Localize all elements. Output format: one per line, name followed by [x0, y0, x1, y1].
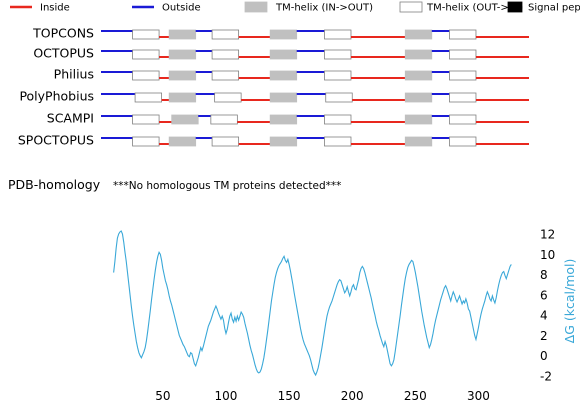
track-polyphobius-segment-12-tm-helix	[404, 92, 433, 103]
y-tick-6: 6	[540, 288, 548, 302]
pdb-homology-message: ***No homologous TM proteins detected***	[113, 180, 341, 192]
delta-g-axis-label: ΔG (kcal/mol)	[562, 259, 577, 344]
track-polyphobius-segment-6-tm-helix	[214, 92, 242, 103]
x-tick-300: 300	[467, 389, 490, 403]
track-label-octopus: OCTOPUS	[33, 46, 94, 61]
track-octopus-segment-8-tm-helix	[269, 49, 298, 60]
delta-g-axes: -2 0 2 4 6 8 10 12 50 100 150 200 250 300	[155, 228, 555, 404]
track-spoctopus-segment-6-tm-helix	[211, 136, 240, 147]
legend-swatch-tm-helix-out-in	[399, 1, 423, 13]
track-scampi-segment-14-tm-helix	[449, 114, 477, 125]
track-philius-segment-10-tm-helix	[324, 70, 352, 81]
track-philius-segment-14-tm-helix	[449, 70, 477, 81]
y-tick-0: 0	[540, 349, 548, 363]
track-topcons-segment-10-tm-helix	[324, 29, 352, 40]
track-topcons-segment-14-tm-helix	[449, 29, 477, 40]
track-topcons-segment-12-tm-helix	[404, 29, 433, 40]
y-tick-10: 10	[540, 248, 555, 262]
legend-swatch-tm-helix-in-out	[244, 1, 268, 13]
track-label-polyphobius: PolyPhobius	[19, 89, 94, 104]
track-octopus-segment-4-tm-helix	[168, 49, 197, 60]
track-topcons-segment-4-tm-helix	[168, 29, 197, 40]
legend-label-inside: Inside	[40, 3, 70, 14]
track-philius-segment-12-tm-helix	[404, 70, 433, 81]
track-polyphobius-segment-4-tm-helix	[168, 92, 197, 103]
track-philius-segment-4-tm-helix	[168, 70, 197, 81]
track-label-philius: Philius	[54, 67, 94, 82]
track-scampi-segment-12-tm-helix	[404, 114, 433, 125]
legend-label-outside: Outside	[162, 3, 201, 14]
x-tick-250: 250	[404, 389, 427, 403]
track-scampi-segment-8-tm-helix	[269, 114, 298, 125]
track-spoctopus-segment-12-tm-helix	[404, 136, 433, 147]
legend-swatch-signal-peptide	[507, 1, 523, 13]
track-polyphobius-segment-10-tm-helix	[325, 92, 353, 103]
track-philius-segment-6-tm-helix	[211, 70, 240, 81]
track-octopus-segment-14-tm-helix	[449, 49, 477, 60]
track-topcons-segment-6-tm-helix	[211, 29, 240, 40]
track-spoctopus-segment-10-tm-helix	[324, 136, 352, 147]
delta-g-series-line	[113, 230, 512, 377]
track-octopus-segment-12-tm-helix	[404, 49, 433, 60]
topology-tracks: TOPCONS OCTOPUS Philius PolyPhobius SCAMPI SP…	[18, 26, 529, 148]
track-philius-segment-2-tm-helix	[132, 70, 160, 81]
legend-label-tm-helix-in-out: TM-helix (IN->OUT)	[275, 3, 373, 14]
track-polyphobius-segment-8-tm-helix	[269, 92, 298, 103]
track-octopus-segment-6-tm-helix	[211, 49, 240, 60]
x-tick-200: 200	[341, 389, 364, 403]
y-tick--2: -2	[540, 370, 552, 384]
y-tick-12: 12	[540, 228, 555, 242]
track-label-spoctopus: SPOCTOPUS	[18, 133, 94, 148]
track-label-scampi: SCAMPI	[47, 111, 94, 126]
track-scampi-segment-4-tm-helix	[171, 114, 199, 125]
track-philius-segment-8-tm-helix	[269, 70, 298, 81]
x-tick-100: 100	[215, 389, 238, 403]
y-tick-8: 8	[540, 268, 548, 282]
track-scampi-segment-6-tm-helix	[210, 114, 238, 125]
legend-label-signal-peptide: Signal peptide	[528, 3, 580, 14]
track-spoctopus-segment-4-tm-helix	[168, 136, 197, 147]
track-scampi-segment-2-tm-helix	[132, 114, 160, 125]
track-octopus-segment-10-tm-helix	[324, 49, 352, 60]
track-polyphobius-segment-14-tm-helix	[449, 92, 477, 103]
track-topcons-segment-2-tm-helix	[132, 29, 160, 40]
track-spoctopus-segment-8-tm-helix	[269, 136, 298, 147]
y-tick-2: 2	[540, 329, 548, 343]
pdb-homology-label: PDB-homology	[8, 177, 101, 192]
delta-g-plot: -2 0 2 4 6 8 10 12 50 100 150 200 250 300 ΔG (kcal/mo…	[113, 228, 577, 404]
y-tick-4: 4	[540, 309, 548, 323]
track-scampi-segment-10-tm-helix	[324, 114, 352, 125]
x-tick-150: 150	[278, 389, 301, 403]
track-spoctopus-segment-14-tm-helix	[449, 136, 477, 147]
track-spoctopus-segment-2-tm-helix	[132, 136, 160, 147]
x-tick-50: 50	[155, 389, 170, 403]
track-label-topcons: TOPCONS	[32, 26, 94, 41]
legend: Inside Outside TM-helix (IN->OUT) TM-helix …	[10, 1, 580, 14]
track-octopus-segment-2-tm-helix	[132, 49, 160, 60]
track-topcons-segment-8-tm-helix	[269, 29, 298, 40]
legend-label-tm-helix-out-in: TM-helix (OUT->IN)	[426, 3, 523, 14]
track-polyphobius-segment-2-tm-helix	[134, 92, 163, 103]
